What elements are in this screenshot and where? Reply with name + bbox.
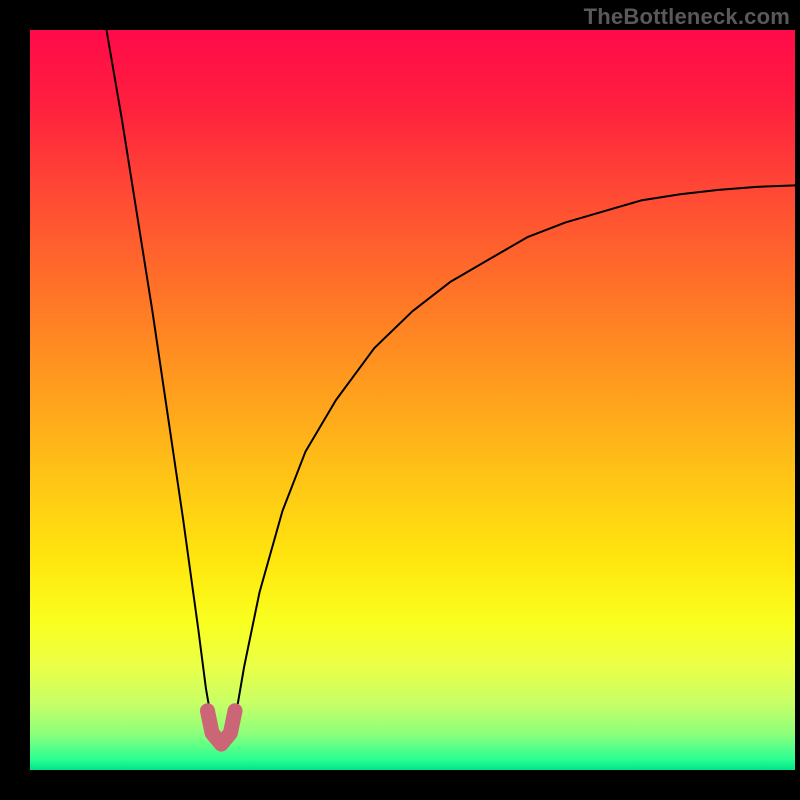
plot-background [30,30,795,770]
chart-container: TheBottleneck.com [0,0,800,800]
bottleneck-chart [0,0,800,800]
